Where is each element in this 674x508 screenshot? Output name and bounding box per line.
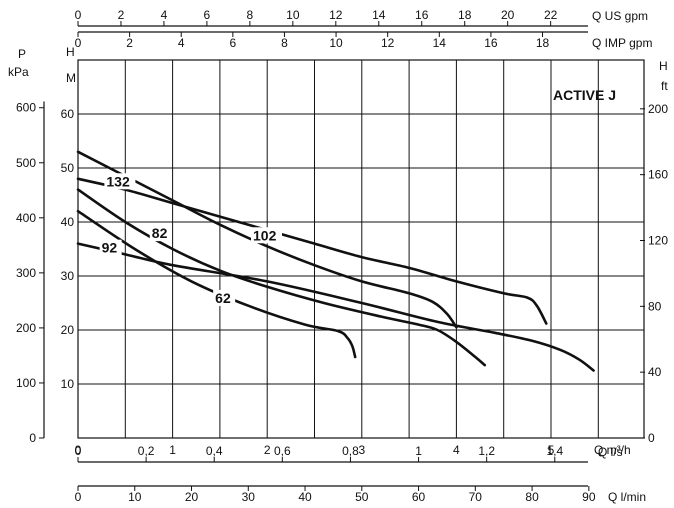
x-tick-label: 5 — [548, 443, 555, 457]
x-tick-label: 0 — [75, 443, 82, 457]
y-tick-label: 20 — [61, 323, 75, 337]
chart-title: ACTIVE J — [553, 87, 616, 103]
imp-gpm-axis-tick-label: 6 — [229, 36, 236, 50]
imp-gpm-axis-tick-label: 2 — [126, 36, 133, 50]
ls-axis-tick-label: 0,8 — [342, 444, 359, 458]
ft-tick-label: 80 — [648, 299, 662, 313]
us-gpm-axis-label: Q US gpm — [592, 9, 648, 23]
pressure-axis-label-top: P — [18, 47, 26, 61]
ft-tick-label: 160 — [648, 168, 668, 182]
series-line-92 — [76, 242, 595, 372]
y-tick-label: 50 — [61, 161, 75, 175]
lmin-axis-tick-label: 40 — [298, 490, 312, 504]
series-label-bg — [104, 173, 136, 190]
series-line-102 — [76, 150, 458, 329]
series-label-92: 92 — [102, 240, 118, 256]
lmin-axis-tick-label: 60 — [412, 490, 426, 504]
lmin-axis-tick-label: 0 — [75, 490, 82, 504]
pressure-tick-label: 200 — [16, 321, 36, 335]
x-tick-label: 1 — [169, 443, 176, 457]
series-label-bg — [149, 225, 172, 242]
us-gpm-axis-tick-label: 20 — [501, 8, 515, 22]
ls-axis-tick-label: 0 — [75, 444, 82, 458]
lmin-axis-tick-label: 30 — [242, 490, 256, 504]
series-label-102: 102 — [253, 227, 277, 243]
pressure-axis-unit: kPa — [8, 65, 29, 79]
series — [76, 150, 595, 372]
series-label-bg — [99, 239, 122, 256]
imp-gpm-axis-tick-label: 12 — [381, 36, 395, 50]
series-label-62: 62 — [215, 290, 231, 306]
pressure-tick-label: 100 — [16, 376, 36, 390]
imp-gpm-axis-label: Q IMP gpm — [592, 36, 652, 50]
imp-gpm-axis-tick-label: 16 — [484, 36, 498, 50]
imp-gpm-axis-tick-label: 14 — [433, 36, 447, 50]
us-gpm-axis-tick-label: 10 — [286, 8, 300, 22]
ls-axis-label: Q l/s — [598, 445, 623, 459]
x-tick-label: 4 — [453, 443, 460, 457]
labels: 62 82 92 102 132 — [99, 173, 283, 306]
series-label-bg — [251, 227, 283, 244]
grid — [77, 59, 645, 439]
pressure-tick-label: 300 — [16, 266, 36, 280]
us-gpm-axis-tick-label: 4 — [161, 8, 168, 22]
plot-frame — [77, 59, 645, 439]
series-line-132 — [76, 177, 548, 325]
y-tick-label: 30 — [61, 269, 75, 283]
lmin-axis-tick-label: 70 — [469, 490, 483, 504]
ls-axis-tick-label: 1,4 — [546, 444, 563, 458]
imp-gpm-axis-tick-label: 10 — [329, 36, 343, 50]
pressure-tick-label: 500 — [16, 156, 36, 170]
pressure-tick-label: 0 — [29, 431, 36, 445]
ft-axis-label-top: H — [659, 59, 668, 73]
pressure-tick-label: 600 — [16, 101, 36, 115]
ls-axis-tick-label: 0,2 — [138, 444, 155, 458]
ls-axis-tick-label: 1,2 — [478, 444, 495, 458]
ls-axis-tick-label: 1 — [415, 444, 422, 458]
ls-axis-tick-label: 0,4 — [206, 444, 223, 458]
ls-axis-tick-label: 0,6 — [274, 444, 291, 458]
y-tick-label: 40 — [61, 215, 75, 229]
us-gpm-axis-tick-label: 18 — [458, 8, 472, 22]
pressure-tick-label: 400 — [16, 211, 36, 225]
lmin-axis-tick-label: 90 — [582, 490, 596, 504]
series-label-bg — [213, 289, 236, 306]
series-label-132: 132 — [106, 173, 130, 189]
ft-tick-label: 0 — [648, 431, 655, 445]
series-label-82: 82 — [152, 225, 168, 241]
us-gpm-axis-tick-label: 16 — [415, 8, 429, 22]
lmin-axis-tick-label: 80 — [525, 490, 539, 504]
lmin-axis-label: Q l/min — [608, 490, 646, 504]
y-tick-label: 10 — [61, 377, 75, 391]
y-axis-unit: M — [66, 71, 76, 85]
y-axis-label-top: H — [66, 45, 75, 59]
ft-tick-label: 200 — [648, 102, 668, 116]
us-gpm-axis-tick-label: 2 — [118, 8, 125, 22]
lmin-axis-tick-label: 10 — [128, 490, 142, 504]
us-gpm-axis-tick-label: 22 — [544, 8, 558, 22]
ft-tick-label: 120 — [648, 233, 668, 247]
x-axis-label: Q m³/h — [594, 443, 631, 457]
lmin-axis-tick-label: 20 — [185, 490, 199, 504]
imp-gpm-axis-tick-label: 18 — [536, 36, 550, 50]
imp-gpm-axis-tick-label: 0 — [75, 36, 82, 50]
us-gpm-axis-tick-label: 6 — [204, 8, 211, 22]
imp-gpm-axis-tick-label: 8 — [281, 36, 288, 50]
y-tick-label: 60 — [61, 107, 75, 121]
lmin-axis-tick-label: 50 — [355, 490, 369, 504]
x-tick-label: 2 — [264, 443, 271, 457]
x-tick-label: 3 — [358, 443, 365, 457]
ft-tick-label: 40 — [648, 365, 662, 379]
us-gpm-axis-tick-label: 12 — [329, 8, 343, 22]
us-gpm-axis-tick-label: 0 — [75, 8, 82, 22]
series-line-62 — [76, 209, 357, 359]
ft-axis-unit: ft — [661, 79, 668, 93]
us-gpm-axis-tick-label: 14 — [372, 8, 386, 22]
us-gpm-axis-tick-label: 8 — [247, 8, 254, 22]
imp-gpm-axis-tick-label: 4 — [178, 36, 185, 50]
series-line-82 — [76, 188, 487, 367]
